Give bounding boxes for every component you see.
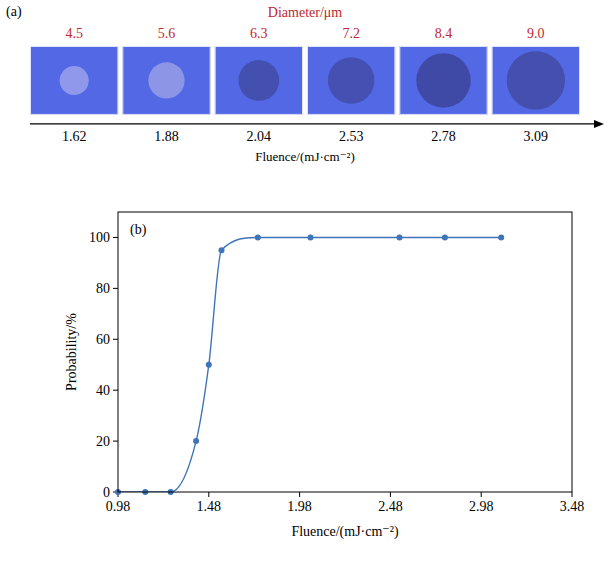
diameter-label: 4.5 (65, 26, 83, 41)
micrograph-ground (492, 46, 580, 115)
micrograph-border (400, 47, 487, 115)
fluence-label: 2.78 (431, 129, 456, 144)
diameter-label: 7.2 (342, 26, 360, 41)
data-point (396, 234, 402, 240)
plot-frame (118, 212, 572, 492)
x-tick (299, 492, 300, 497)
diameter-label: 8.4 (435, 26, 453, 41)
micrograph-ground (215, 46, 303, 115)
data-point (219, 247, 225, 253)
y-tick (113, 288, 118, 289)
x-tick-label: 0.98 (106, 499, 131, 514)
diameter-title: Diameter/μm (268, 5, 342, 20)
crater (416, 53, 470, 107)
y-tick-label: 60 (96, 332, 110, 347)
axis-title: Fluence/(mJ·cm⁻²) (255, 149, 355, 164)
micrograph-ground (30, 46, 118, 115)
x-tick-label: 1.48 (197, 499, 222, 514)
y-tick (113, 237, 118, 238)
x-tick-label: 2.48 (378, 499, 403, 514)
data-point (206, 362, 212, 368)
micrograph-border (308, 47, 395, 115)
crater (507, 51, 565, 109)
micrograph (122, 46, 210, 115)
x-tick-label: 3.48 (560, 499, 585, 514)
micrograph-border (123, 47, 210, 115)
arrow-line (30, 123, 598, 124)
y-tick (113, 441, 118, 442)
micrograph (215, 46, 303, 115)
panel-a: (a) Diameter/μm 4.5 5.6 6.3 7.2 8.4 9.0 1.62 1.88… (6, 4, 604, 164)
fluence-label: 2.53 (339, 129, 364, 144)
data-point (498, 234, 504, 240)
diameter-label: 6.3 (250, 26, 268, 41)
micrograph-ground (399, 46, 487, 115)
data-point (193, 438, 199, 444)
y-tick-label: 40 (96, 383, 110, 398)
diameter-label: 9.0 (527, 26, 545, 41)
fluence-label: 2.04 (247, 129, 272, 144)
y-tick (113, 390, 118, 391)
micrograph-ground (307, 46, 395, 115)
data-point (255, 234, 261, 240)
x-tick (481, 492, 482, 497)
probability-line (118, 237, 501, 492)
y-tick (113, 339, 118, 340)
panel-b: 0.98 1.48 1.98 2.48 2.98 3.48 0 20 40 60 80 100 Flue… (64, 212, 584, 540)
micrograph (399, 46, 487, 115)
micrograph (30, 46, 118, 115)
micrograph (492, 46, 580, 115)
panel-letter: (b) (130, 222, 147, 238)
x-tick (208, 492, 209, 497)
x-tick (572, 492, 573, 497)
crater (148, 62, 184, 98)
micrograph-border (215, 47, 302, 115)
figure: (a) Diameter/μm 4.5 5.6 6.3 7.2 8.4 9.0 1.62 1.88… (0, 0, 608, 565)
micrograph-border (31, 47, 118, 115)
panel-letter: (a) (6, 4, 22, 20)
data-point (442, 234, 448, 240)
micrograph-ground (122, 46, 210, 115)
micrograph (307, 46, 395, 115)
x-tick (390, 492, 391, 497)
y-tick-label: 80 (96, 281, 110, 296)
y-tick-label: 20 (96, 434, 110, 449)
micrograph-border (492, 47, 579, 115)
y-tick-label: 0 (103, 485, 110, 500)
y-axis-title: Probability/% (64, 313, 79, 391)
x-axis-title: Fluence/(mJ·cm⁻²) (291, 524, 399, 540)
crater (238, 60, 279, 101)
fluence-label: 1.88 (154, 129, 179, 144)
x-tick-label: 1.98 (287, 499, 312, 514)
diameter-label: 5.6 (158, 26, 176, 41)
data-point (307, 234, 313, 240)
plot-data (118, 237, 501, 492)
crater (60, 66, 89, 95)
fluence-label: 1.62 (62, 129, 87, 144)
x-tick-label: 2.98 (469, 499, 494, 514)
arrow-head (594, 120, 604, 128)
fluence-label: 3.09 (524, 129, 549, 144)
y-tick-label: 100 (89, 230, 110, 245)
crater (328, 57, 375, 104)
